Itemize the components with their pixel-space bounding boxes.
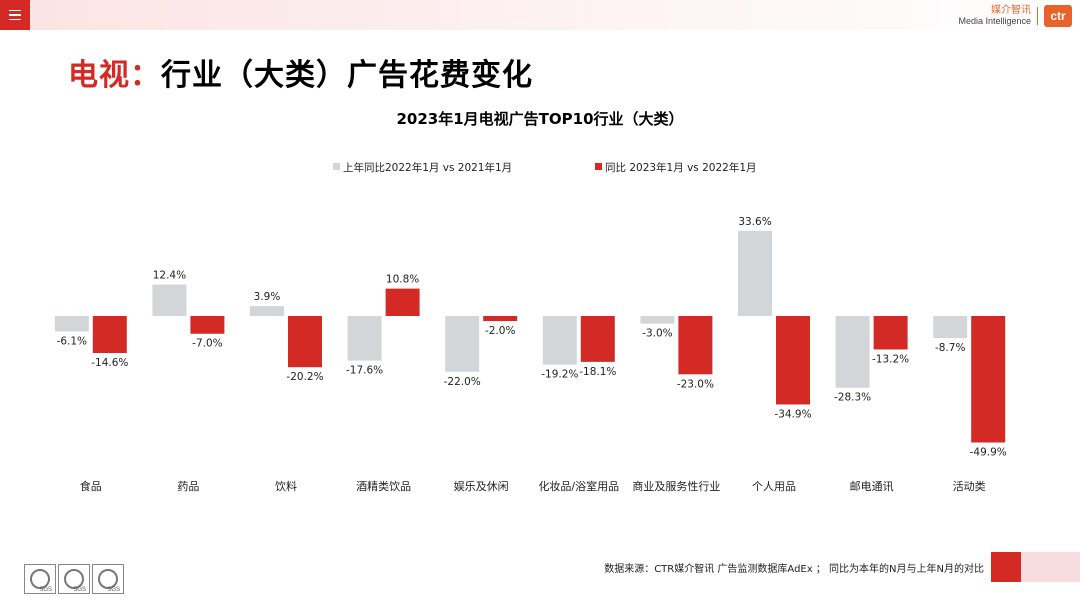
legend-label: 上年同比2022年1月 vs 2021年1月 bbox=[343, 161, 512, 174]
bar bbox=[933, 316, 968, 339]
check-icon bbox=[30, 569, 50, 589]
data-label: -8.7% bbox=[935, 342, 965, 354]
footer-accent-block-light bbox=[1021, 552, 1080, 582]
top-bar bbox=[0, 0, 1080, 30]
chart-title: 2023年1月电视广告TOP10行业（大类） bbox=[396, 110, 684, 128]
data-label: -13.2% bbox=[872, 353, 909, 365]
data-label: -6.1% bbox=[57, 335, 87, 347]
bar bbox=[190, 316, 225, 334]
page-title-accent: 电视： bbox=[68, 58, 161, 93]
footer-accent-block bbox=[991, 552, 1021, 582]
page-title-rest: 行业（大类）广告花费变化 bbox=[161, 58, 533, 93]
legend-swatch bbox=[595, 163, 602, 170]
category-label: 酒精类饮品 bbox=[356, 479, 411, 493]
bar bbox=[835, 316, 870, 388]
certification-badges: SGS SGS SGS bbox=[24, 564, 124, 594]
sgs-badge-label: SGS bbox=[73, 587, 86, 593]
menu-icon-line bbox=[9, 14, 21, 16]
bar bbox=[483, 316, 518, 322]
data-label: 3.9% bbox=[254, 291, 281, 303]
bar bbox=[873, 316, 908, 350]
data-label: -34.9% bbox=[774, 408, 811, 420]
category-label: 商业及服务性行业 bbox=[632, 479, 720, 493]
data-label: -14.6% bbox=[91, 357, 128, 369]
legend-swatch bbox=[333, 163, 340, 170]
bar bbox=[347, 316, 382, 361]
bar bbox=[971, 316, 1006, 443]
data-label: -23.0% bbox=[677, 378, 714, 390]
sgs-badge: SGS bbox=[58, 564, 90, 594]
legend-label: 同比 2023年1月 vs 2022年1月 bbox=[605, 161, 757, 174]
page-title: 电视：行业（大类）广告花费变化 bbox=[68, 50, 533, 94]
category-label: 化妆品/浴室用品 bbox=[538, 479, 619, 493]
category-label: 娱乐及休闲 bbox=[454, 479, 509, 493]
bar bbox=[152, 284, 187, 316]
menu-icon-line bbox=[9, 9, 21, 12]
data-label: -2.0% bbox=[485, 325, 515, 337]
category-label: 邮电通讯 bbox=[850, 480, 894, 493]
bar bbox=[776, 316, 810, 405]
data-label: 33.6% bbox=[738, 216, 771, 228]
data-label: 10.8% bbox=[386, 274, 419, 286]
bar bbox=[288, 316, 322, 368]
bar bbox=[580, 316, 615, 362]
category-label: 活动类 bbox=[953, 479, 986, 493]
logo-en-text: Media Intelligence bbox=[958, 16, 1031, 26]
data-label: -28.3% bbox=[834, 392, 871, 404]
category-label: 药品 bbox=[177, 480, 199, 493]
sgs-badge-label: SGS bbox=[107, 587, 120, 593]
ctr-logo: 媒介智讯 Media Intelligence ctr bbox=[958, 4, 1072, 28]
data-label: 12.4% bbox=[153, 270, 186, 282]
sgs-badge: SGS bbox=[92, 564, 124, 594]
category-label: 个人用品 bbox=[752, 480, 796, 493]
check-icon bbox=[64, 569, 84, 589]
bar bbox=[738, 230, 772, 316]
data-label: -20.2% bbox=[286, 371, 323, 383]
menu-button[interactable] bbox=[0, 0, 30, 30]
sgs-badge: SGS bbox=[24, 564, 56, 594]
sgs-badge-label: SGS bbox=[39, 587, 52, 593]
category-label: 食品 bbox=[80, 479, 102, 493]
bar bbox=[445, 316, 480, 372]
check-icon bbox=[98, 569, 118, 589]
data-source-note: 数据来源：CTR媒介智讯 广告监测数据库AdEx ； 同比为本年的N月与上年N月… bbox=[604, 564, 984, 575]
data-label: -49.9% bbox=[970, 446, 1007, 458]
data-label: -18.1% bbox=[579, 366, 616, 378]
data-label: -22.0% bbox=[444, 376, 481, 388]
bar bbox=[250, 306, 284, 316]
ctr-logo-mark: ctr bbox=[1044, 5, 1072, 27]
data-label: -3.0% bbox=[642, 328, 672, 340]
bar bbox=[92, 316, 127, 354]
menu-icon-line bbox=[9, 18, 21, 21]
logo-divider bbox=[1037, 7, 1038, 25]
bar bbox=[640, 316, 675, 324]
data-label: -19.2% bbox=[541, 369, 578, 381]
bar bbox=[385, 288, 420, 316]
bar bbox=[54, 316, 89, 332]
bar bbox=[678, 316, 713, 375]
category-label: 饮料 bbox=[275, 479, 297, 493]
data-label: -17.6% bbox=[346, 365, 383, 377]
logo-cn-text: 媒介智讯 bbox=[991, 5, 1031, 16]
bar bbox=[542, 316, 577, 365]
data-label: -7.0% bbox=[192, 338, 222, 350]
